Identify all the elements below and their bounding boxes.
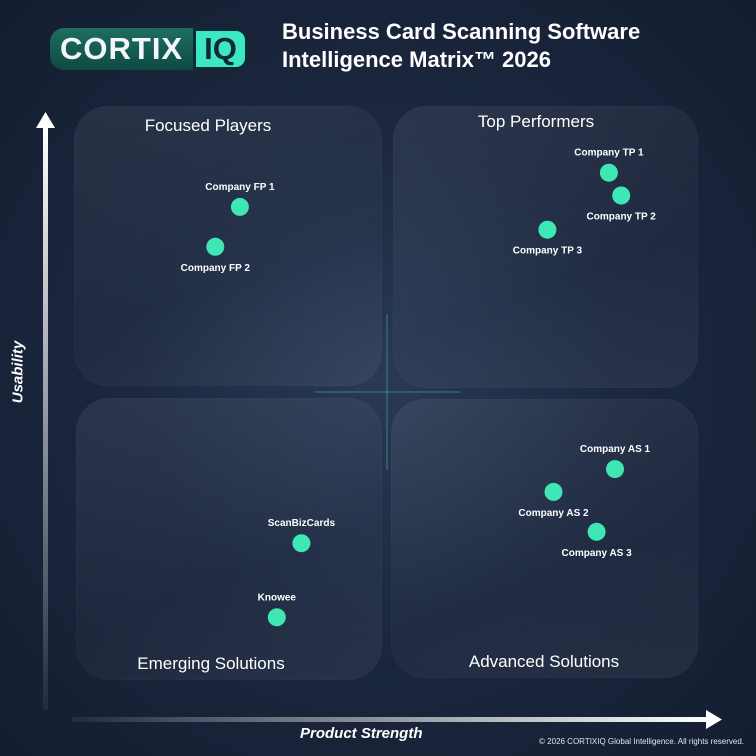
- x-axis: [72, 710, 722, 729]
- quadrant-bottom-right: [391, 399, 698, 678]
- cortixiq-logo: CORTIX IQ: [50, 28, 248, 70]
- point-label-company-fp-1: Company FP 1: [205, 182, 275, 193]
- y-axis-arrowhead: [36, 112, 55, 128]
- point-label-company-tp-2: Company TP 2: [587, 212, 657, 223]
- point-scanbizcards: [292, 534, 311, 553]
- point-label-company-fp-2: Company FP 2: [181, 263, 251, 274]
- point-company-as-3: [587, 522, 606, 541]
- crosshair: [315, 314, 460, 470]
- point-label-company-as-3: Company AS 3: [561, 548, 632, 559]
- point-company-as-1: [606, 460, 624, 479]
- y-axis-label: Usability: [9, 340, 27, 404]
- quadrant-label-emerging-solutions: Emerging Solutions: [137, 654, 285, 673]
- quadrant-top-left: [74, 106, 382, 386]
- point-company-fp-2: [206, 237, 225, 256]
- point-label-company-as-2: Company AS 2: [518, 508, 589, 519]
- point-company-tp-2: [612, 186, 631, 205]
- x-axis-arrowhead: [706, 710, 722, 729]
- point-knowee: [267, 608, 286, 627]
- data-points: Company FP 1 Company FP 2 Company TP 1 Comp…: [181, 148, 657, 627]
- x-axis-line: [72, 717, 710, 722]
- y-axis: [36, 112, 55, 710]
- point-company-as-2: [544, 482, 563, 501]
- x-axis-label: Product Strength: [300, 725, 423, 742]
- quadrant-label-focused-players: Focused Players: [144, 116, 272, 135]
- point-label-knowee: Knowee: [258, 592, 297, 603]
- point-label-company-tp-1: Company TP 1: [574, 148, 644, 159]
- point-label-scanbizcards: ScanBizCards: [268, 518, 336, 529]
- logo-wordmark: CORTIX: [50, 28, 194, 70]
- title-line-2: Intelligence Matrix™ 2026: [282, 47, 551, 72]
- title-line-1: Business Card Scanning Software: [282, 19, 641, 44]
- quadrant-label-advanced-solutions: Advanced Solutions: [468, 652, 620, 671]
- quadrant-bottom-left: [76, 398, 382, 680]
- logo-iq-badge: IQ: [193, 28, 248, 70]
- point-company-fp-1: [230, 197, 249, 216]
- quadrant-label-top-performers: Top Performers: [477, 112, 595, 131]
- point-company-tp-3: [538, 220, 557, 239]
- point-label-company-as-1: Company AS 1: [580, 444, 651, 455]
- copyright-notice: © 2026 CORTIXIQ Global Intelligence. All…: [539, 737, 744, 746]
- y-axis-line: [43, 126, 48, 710]
- point-label-company-tp-3: Company TP 3: [513, 246, 583, 257]
- quadrant-top-right: [393, 106, 698, 388]
- page-title: Business Card Scanning Software Intellig…: [282, 18, 722, 74]
- point-company-tp-1: [599, 163, 618, 182]
